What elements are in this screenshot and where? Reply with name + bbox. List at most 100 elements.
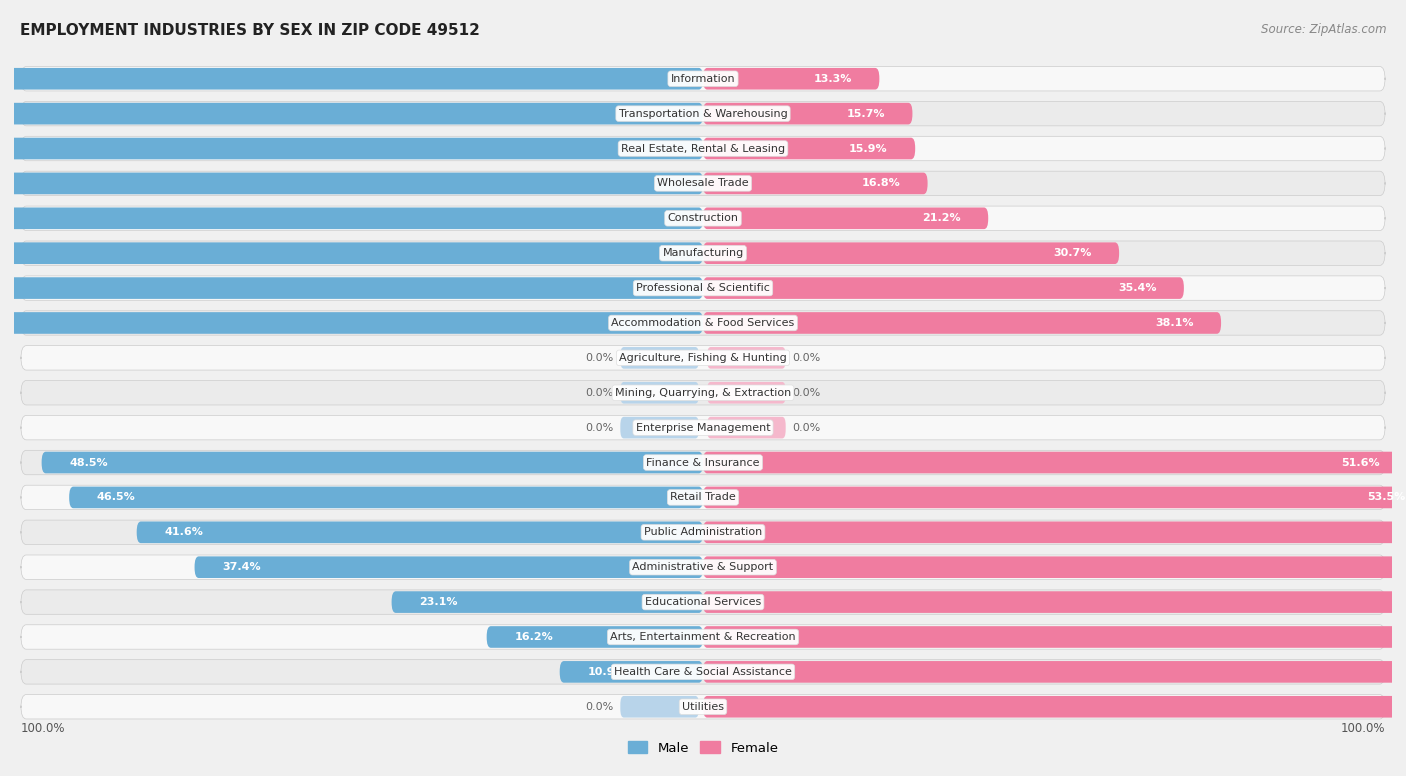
FancyBboxPatch shape bbox=[703, 207, 988, 229]
FancyBboxPatch shape bbox=[703, 487, 1406, 508]
FancyBboxPatch shape bbox=[21, 380, 1385, 405]
FancyBboxPatch shape bbox=[0, 312, 703, 334]
FancyBboxPatch shape bbox=[620, 347, 699, 369]
FancyBboxPatch shape bbox=[620, 417, 699, 438]
FancyBboxPatch shape bbox=[703, 277, 1184, 299]
Text: 21.2%: 21.2% bbox=[922, 213, 960, 223]
Text: Arts, Entertainment & Recreation: Arts, Entertainment & Recreation bbox=[610, 632, 796, 642]
FancyBboxPatch shape bbox=[0, 68, 703, 89]
FancyBboxPatch shape bbox=[0, 172, 703, 194]
Text: Real Estate, Rental & Leasing: Real Estate, Rental & Leasing bbox=[621, 144, 785, 154]
FancyBboxPatch shape bbox=[21, 450, 1385, 475]
Text: 37.4%: 37.4% bbox=[222, 562, 260, 572]
Text: 0.0%: 0.0% bbox=[585, 423, 613, 433]
Text: 16.2%: 16.2% bbox=[515, 632, 553, 642]
Text: Educational Services: Educational Services bbox=[645, 597, 761, 607]
Text: Source: ZipAtlas.com: Source: ZipAtlas.com bbox=[1261, 23, 1386, 36]
Text: 10.9%: 10.9% bbox=[588, 667, 626, 677]
Text: 15.7%: 15.7% bbox=[846, 109, 884, 119]
Text: 53.5%: 53.5% bbox=[1368, 493, 1406, 502]
FancyBboxPatch shape bbox=[0, 277, 703, 299]
FancyBboxPatch shape bbox=[703, 172, 928, 194]
Text: Finance & Insurance: Finance & Insurance bbox=[647, 458, 759, 467]
FancyBboxPatch shape bbox=[21, 171, 1385, 196]
FancyBboxPatch shape bbox=[703, 137, 915, 159]
Text: Information: Information bbox=[671, 74, 735, 84]
Text: Retail Trade: Retail Trade bbox=[671, 493, 735, 502]
Text: 100.0%: 100.0% bbox=[21, 722, 66, 735]
FancyBboxPatch shape bbox=[21, 137, 1385, 161]
Text: 30.7%: 30.7% bbox=[1053, 248, 1091, 258]
FancyBboxPatch shape bbox=[703, 68, 879, 89]
Legend: Male, Female: Male, Female bbox=[623, 736, 783, 760]
Text: 100.0%: 100.0% bbox=[1340, 722, 1385, 735]
Text: 0.0%: 0.0% bbox=[793, 388, 821, 398]
Text: 48.5%: 48.5% bbox=[69, 458, 108, 467]
FancyBboxPatch shape bbox=[21, 555, 1385, 580]
FancyBboxPatch shape bbox=[392, 591, 703, 613]
FancyBboxPatch shape bbox=[703, 521, 1406, 543]
FancyBboxPatch shape bbox=[42, 452, 703, 473]
FancyBboxPatch shape bbox=[620, 382, 699, 404]
Text: Professional & Scientific: Professional & Scientific bbox=[636, 283, 770, 293]
FancyBboxPatch shape bbox=[707, 382, 786, 404]
FancyBboxPatch shape bbox=[703, 556, 1406, 578]
FancyBboxPatch shape bbox=[0, 137, 703, 159]
FancyBboxPatch shape bbox=[194, 556, 703, 578]
Text: 13.3%: 13.3% bbox=[814, 74, 852, 84]
Text: 0.0%: 0.0% bbox=[585, 702, 613, 712]
Text: Mining, Quarrying, & Extraction: Mining, Quarrying, & Extraction bbox=[614, 388, 792, 398]
FancyBboxPatch shape bbox=[21, 625, 1385, 650]
FancyBboxPatch shape bbox=[486, 626, 703, 648]
FancyBboxPatch shape bbox=[703, 696, 1406, 718]
FancyBboxPatch shape bbox=[703, 242, 1119, 264]
FancyBboxPatch shape bbox=[21, 415, 1385, 440]
Text: Utilities: Utilities bbox=[682, 702, 724, 712]
Text: 46.5%: 46.5% bbox=[97, 493, 135, 502]
FancyBboxPatch shape bbox=[21, 241, 1385, 265]
FancyBboxPatch shape bbox=[707, 347, 786, 369]
Text: Administrative & Support: Administrative & Support bbox=[633, 562, 773, 572]
Text: Public Administration: Public Administration bbox=[644, 528, 762, 537]
Text: Accommodation & Food Services: Accommodation & Food Services bbox=[612, 318, 794, 328]
Text: Health Care & Social Assistance: Health Care & Social Assistance bbox=[614, 667, 792, 677]
FancyBboxPatch shape bbox=[0, 242, 703, 264]
FancyBboxPatch shape bbox=[21, 206, 1385, 230]
Text: Enterprise Management: Enterprise Management bbox=[636, 423, 770, 433]
FancyBboxPatch shape bbox=[21, 695, 1385, 719]
Text: 16.8%: 16.8% bbox=[862, 178, 900, 189]
Text: 15.9%: 15.9% bbox=[849, 144, 887, 154]
FancyBboxPatch shape bbox=[620, 696, 699, 718]
FancyBboxPatch shape bbox=[21, 345, 1385, 370]
FancyBboxPatch shape bbox=[703, 452, 1406, 473]
FancyBboxPatch shape bbox=[0, 102, 703, 124]
FancyBboxPatch shape bbox=[21, 310, 1385, 335]
FancyBboxPatch shape bbox=[560, 661, 703, 683]
FancyBboxPatch shape bbox=[703, 626, 1406, 648]
FancyBboxPatch shape bbox=[21, 660, 1385, 684]
FancyBboxPatch shape bbox=[21, 485, 1385, 510]
FancyBboxPatch shape bbox=[703, 591, 1406, 613]
Text: Construction: Construction bbox=[668, 213, 738, 223]
Text: 0.0%: 0.0% bbox=[585, 388, 613, 398]
FancyBboxPatch shape bbox=[21, 67, 1385, 91]
Text: 0.0%: 0.0% bbox=[793, 353, 821, 363]
Text: 38.1%: 38.1% bbox=[1154, 318, 1194, 328]
FancyBboxPatch shape bbox=[707, 417, 786, 438]
Text: 35.4%: 35.4% bbox=[1118, 283, 1156, 293]
Text: Manufacturing: Manufacturing bbox=[662, 248, 744, 258]
FancyBboxPatch shape bbox=[703, 102, 912, 124]
FancyBboxPatch shape bbox=[0, 207, 703, 229]
Text: 23.1%: 23.1% bbox=[419, 597, 458, 607]
FancyBboxPatch shape bbox=[703, 661, 1406, 683]
Text: Wholesale Trade: Wholesale Trade bbox=[657, 178, 749, 189]
FancyBboxPatch shape bbox=[21, 276, 1385, 300]
Text: 41.6%: 41.6% bbox=[165, 528, 202, 537]
FancyBboxPatch shape bbox=[21, 102, 1385, 126]
FancyBboxPatch shape bbox=[136, 521, 703, 543]
FancyBboxPatch shape bbox=[21, 520, 1385, 545]
Text: Transportation & Warehousing: Transportation & Warehousing bbox=[619, 109, 787, 119]
Text: 0.0%: 0.0% bbox=[585, 353, 613, 363]
FancyBboxPatch shape bbox=[703, 312, 1220, 334]
Text: Agriculture, Fishing & Hunting: Agriculture, Fishing & Hunting bbox=[619, 353, 787, 363]
